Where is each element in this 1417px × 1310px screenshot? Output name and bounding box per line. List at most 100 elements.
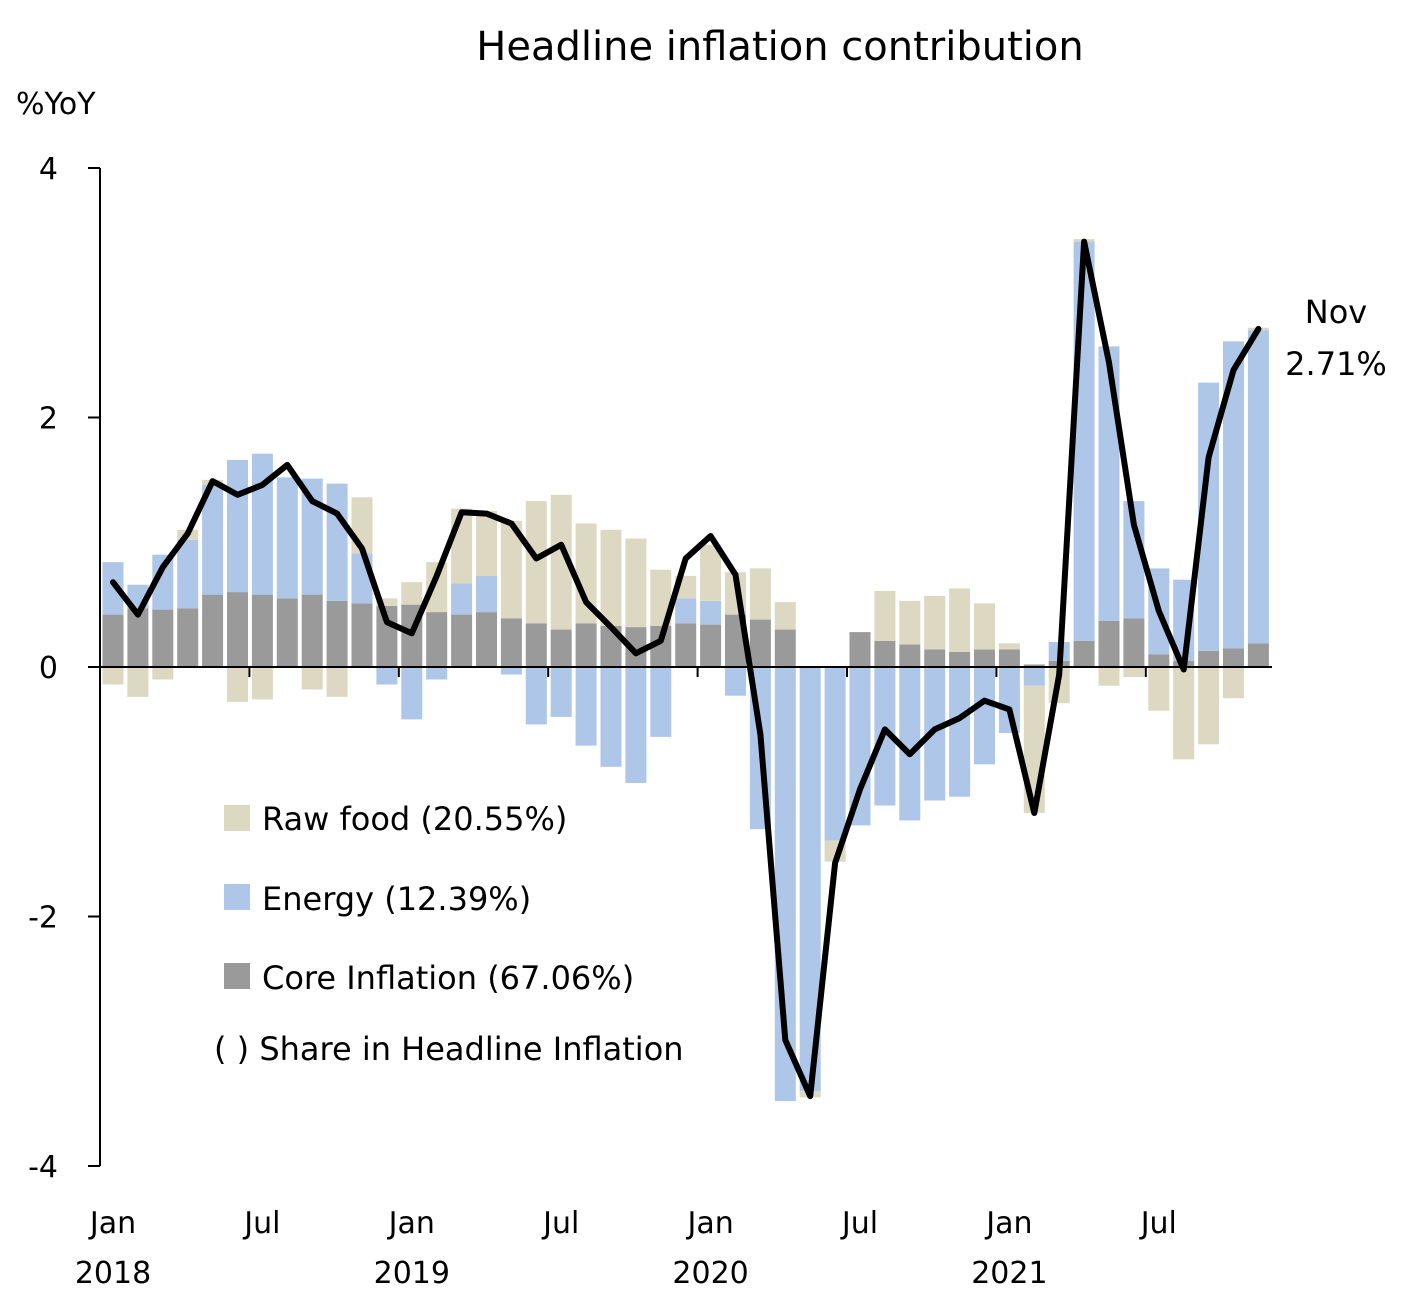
bar-core-inflation-2018-04 [177, 608, 199, 667]
y-tick-label: 0 [39, 651, 58, 686]
y-tick-label: 2 [39, 402, 58, 437]
bar-raw-food-2020-10 [924, 595, 946, 650]
bar-energy-2019-04 [476, 575, 497, 613]
bar-core-inflation-2021-05 [1098, 620, 1120, 667]
x-tick-label-year: 2018 [75, 1256, 151, 1291]
bar-energy-2019-08 [575, 667, 597, 746]
bar-raw-food-2020-03 [749, 568, 771, 620]
bar-raw-food-2019-04 [476, 511, 497, 576]
bar-core-inflation-2021-07 [1148, 654, 1170, 667]
y-tick-label: -2 [28, 901, 58, 936]
bar-energy-2021-02 [1023, 667, 1045, 686]
axes-layer [88, 167, 1272, 1167]
bar-energy-2021-01 [998, 667, 1020, 734]
x-tick-label-month: Jul [840, 1206, 878, 1241]
legend-swatch-energy [224, 884, 250, 910]
bar-energy-2018-09 [301, 478, 323, 595]
x-tick-label-month: Jan [387, 1206, 435, 1241]
bar-core-inflation-2018-07 [251, 594, 273, 667]
bar-core-inflation-2019-02 [426, 612, 448, 667]
bar-energy-2018-01 [102, 562, 124, 615]
bar-energy-2020-05 [799, 667, 821, 1092]
bar-core-inflation-2020-10 [924, 649, 946, 667]
bar-energy-2019-03 [451, 583, 473, 615]
bar-raw-food-2021-08 [1173, 667, 1195, 760]
bar-core-inflation-2019-05 [500, 618, 522, 667]
bar-core-inflation-2020-04 [774, 629, 796, 667]
bar-core-inflation-2018-05 [202, 594, 224, 667]
x-tick-label-month: Jul [541, 1206, 579, 1241]
bar-energy-2021-04 [1073, 241, 1095, 641]
bar-core-inflation-2020-08 [874, 640, 896, 667]
bar-raw-food-2020-12 [974, 603, 995, 650]
headline-inflation-line [110, 238, 1262, 1100]
bar-energy-2018-05 [202, 484, 224, 595]
bar-core-inflation-2018-09 [301, 594, 323, 667]
bar-core-inflation-2021-09 [1198, 650, 1220, 667]
bar-raw-food-2021-06 [1123, 667, 1145, 677]
bar-energy-2019-10 [625, 667, 647, 783]
bar-core-inflation-2020-09 [899, 644, 921, 667]
bar-raw-food-2020-01 [700, 544, 722, 601]
bar-core-inflation-2018-01 [102, 614, 124, 667]
bar-core-inflation-2019-12 [675, 623, 697, 667]
y-tick-labels: 4 2 0 -2 -4 [28, 152, 58, 1185]
bar-raw-food-2018-07 [251, 667, 273, 700]
bar-core-inflation-2018-03 [152, 609, 174, 667]
bar-energy-2018-04 [177, 539, 199, 609]
bar-energy-2018-06 [227, 459, 248, 593]
bar-energy-2020-06 [824, 667, 846, 841]
bar-energy-2018-07 [251, 453, 273, 595]
bar-energy-2019-06 [525, 667, 547, 725]
bar-raw-food-2018-06 [227, 667, 248, 702]
bar-raw-food-2018-10 [326, 667, 348, 697]
bar-raw-food-2020-11 [949, 588, 971, 652]
headline-line-layer [110, 238, 1262, 1100]
bar-core-inflation-2019-08 [575, 623, 597, 667]
x-tick-label-year: 2019 [374, 1256, 450, 1291]
bar-energy-2019-07 [550, 667, 572, 717]
bar-core-inflation-2021-10 [1223, 648, 1244, 667]
legend-label-energy: Energy (12.39%) [262, 880, 531, 918]
chart-title: Headline inflation contribution [476, 24, 1083, 70]
bar-energy-2021-05 [1098, 346, 1120, 621]
bar-energy-2018-03 [152, 554, 174, 610]
bar-core-inflation-2021-02 [1023, 664, 1045, 667]
bar-raw-food-2019-05 [500, 521, 522, 619]
bar-energy-2020-10 [924, 667, 946, 801]
bar-energy-2021-06 [1123, 501, 1145, 619]
bar-raw-food-2018-02 [127, 667, 149, 697]
bar-core-inflation-2019-04 [476, 612, 497, 667]
bar-core-inflation-2020-12 [974, 649, 995, 667]
bar-raw-food-2021-07 [1148, 667, 1170, 711]
bar-core-inflation-2020-11 [949, 652, 971, 667]
bar-core-inflation-2018-10 [326, 600, 348, 667]
y-axis-unit-label: %YoY [16, 87, 96, 122]
bar-core-inflation-2018-06 [227, 592, 248, 667]
x-tick-label-month: Jan [88, 1206, 136, 1241]
legend-label-raw-food: Raw food (20.55%) [262, 800, 567, 838]
bar-core-inflation-2021-06 [1123, 618, 1145, 667]
bar-core-inflation-2019-11 [650, 625, 672, 667]
bar-energy-2019-02 [426, 667, 448, 680]
x-tick-label-year: 2020 [672, 1256, 748, 1291]
x-tick-label-month: Jul [1139, 1206, 1177, 1241]
bar-energy-2019-05 [500, 667, 522, 675]
bar-core-inflation-2021-01 [998, 649, 1020, 667]
bar-core-inflation-2020-01 [700, 624, 722, 667]
y-tick-label: -4 [28, 1150, 58, 1185]
x-tick-label-month: Jan [984, 1206, 1032, 1241]
bar-core-inflation-2020-03 [749, 619, 771, 667]
y-tick-label: 4 [39, 152, 58, 187]
bar-raw-food-2018-03 [152, 667, 174, 680]
bar-raw-food-2019-11 [650, 569, 672, 626]
bar-energy-2020-12 [974, 667, 995, 765]
bar-raw-food-2018-12 [376, 598, 398, 606]
x-tick-label-year: 2021 [971, 1256, 1047, 1291]
bar-energy-2020-09 [899, 667, 921, 821]
bar-energy-2021-10 [1223, 341, 1244, 649]
legend: Raw food (20.55%) Energy (12.39%) Core I… [214, 800, 684, 1068]
bar-core-inflation-2019-06 [525, 623, 547, 667]
bar-energy-2020-02 [725, 667, 746, 696]
bar-raw-food-2018-09 [301, 667, 323, 690]
